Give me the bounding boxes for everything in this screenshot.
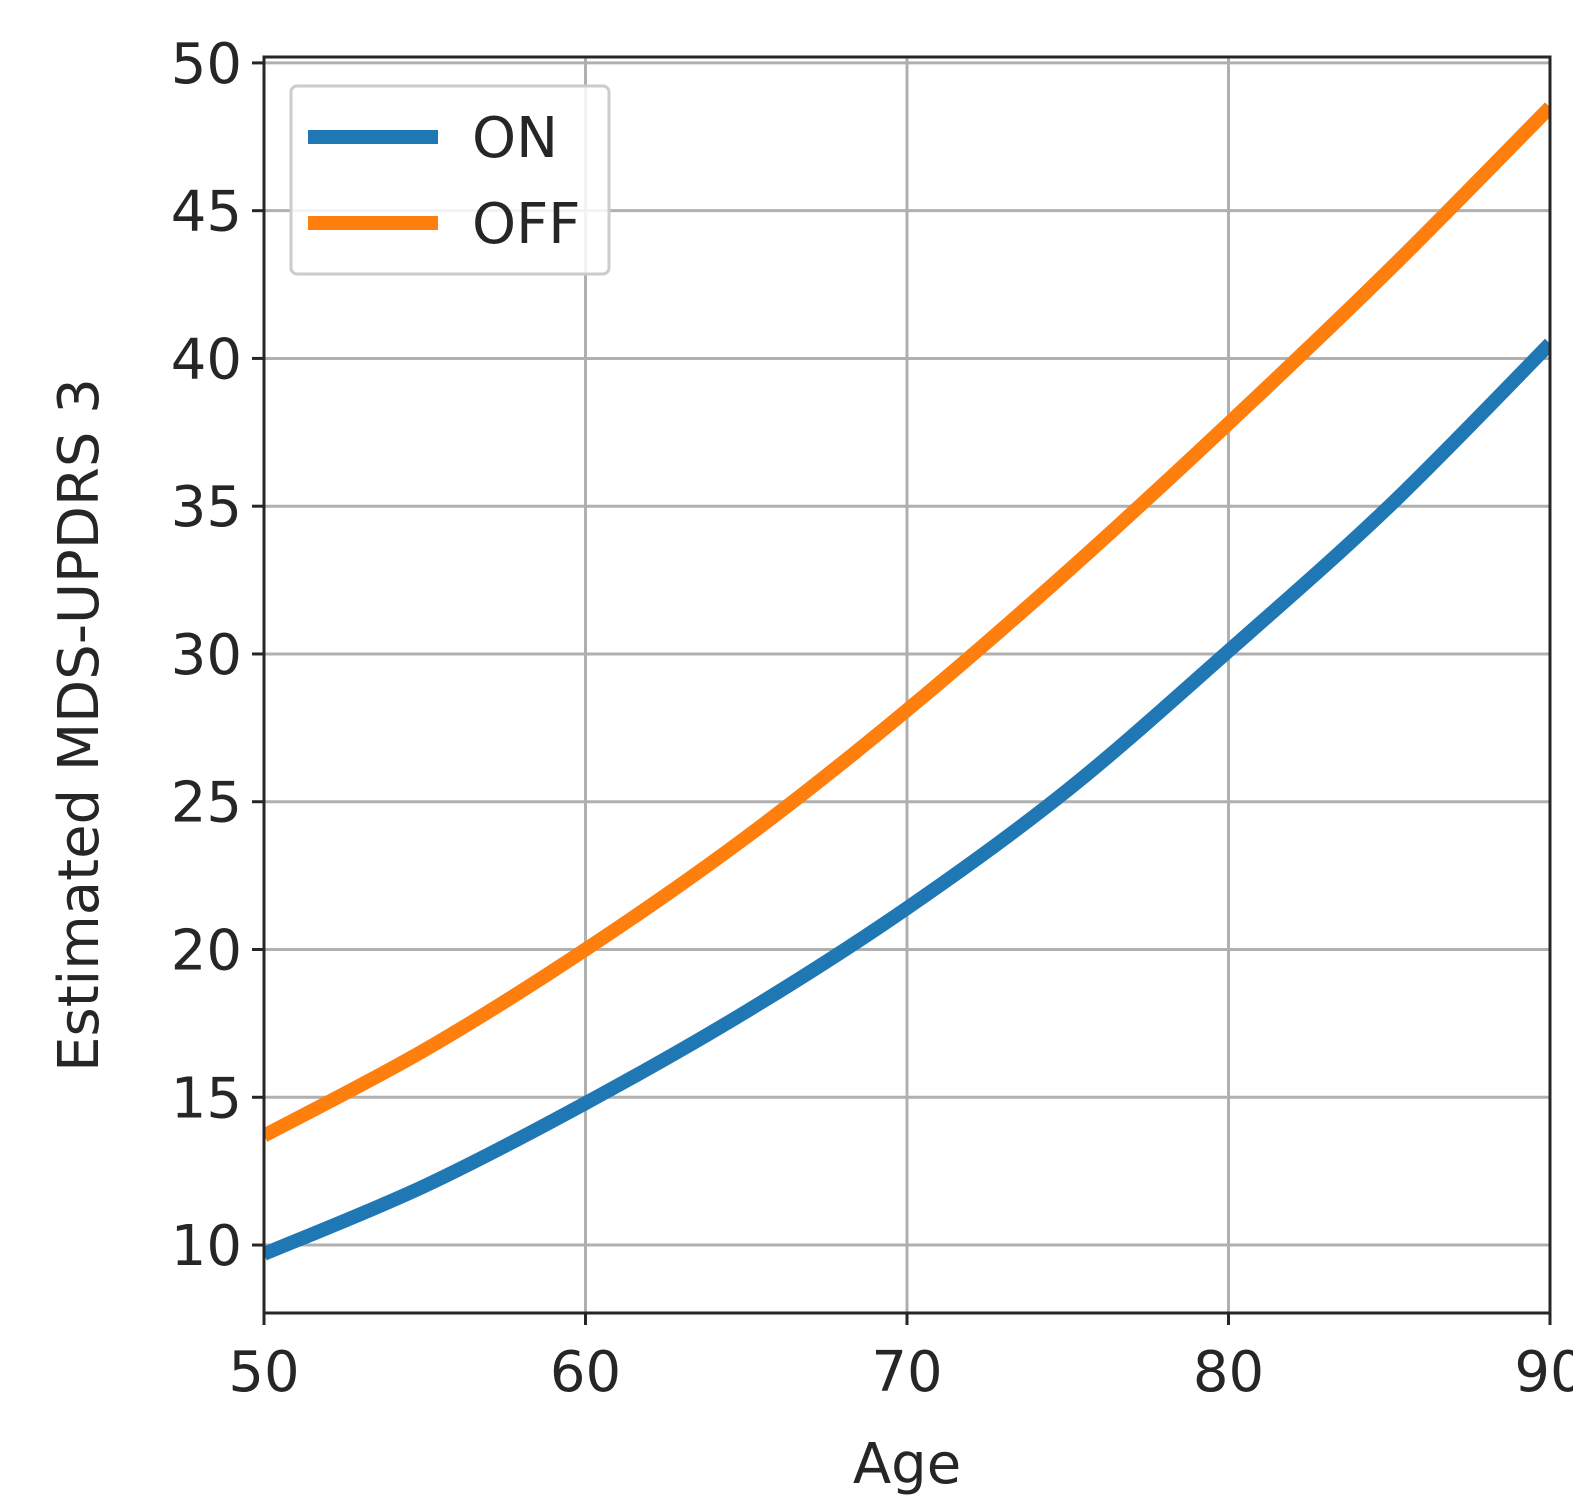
x-tick-label: 70 xyxy=(871,1340,942,1405)
y-tick-label: 15 xyxy=(171,1066,242,1131)
y-tick-label: 25 xyxy=(171,771,242,836)
legend-label-on: ON xyxy=(472,106,558,171)
legend-label-off: OFF xyxy=(472,192,581,257)
x-tick-label: 50 xyxy=(228,1340,299,1405)
y-tick-label: 10 xyxy=(171,1214,242,1279)
x-tick-label: 90 xyxy=(1514,1340,1573,1405)
x-axis-label: Age xyxy=(853,1432,961,1497)
y-tick-label: 40 xyxy=(171,327,242,392)
y-tick-label: 35 xyxy=(171,475,242,540)
series-line-off xyxy=(264,102,1550,1142)
y-axis-label: Estimated MDS-UPDRS 3 xyxy=(47,378,112,1072)
x-tick-label: 80 xyxy=(1193,1340,1264,1405)
series-lines xyxy=(264,102,1550,1261)
y-tick-label: 45 xyxy=(171,180,242,245)
axis-ticks: 50 60 70 80 90 10 15 20 25 30 35 40 45 50 xyxy=(171,32,1573,1405)
series-line-on xyxy=(264,338,1550,1261)
x-tick-label: 60 xyxy=(550,1340,621,1405)
y-tick-label: 30 xyxy=(171,623,242,688)
legend: ON OFF xyxy=(289,84,611,276)
y-tick-label: 50 xyxy=(171,32,242,97)
y-tick-label: 20 xyxy=(171,918,242,983)
